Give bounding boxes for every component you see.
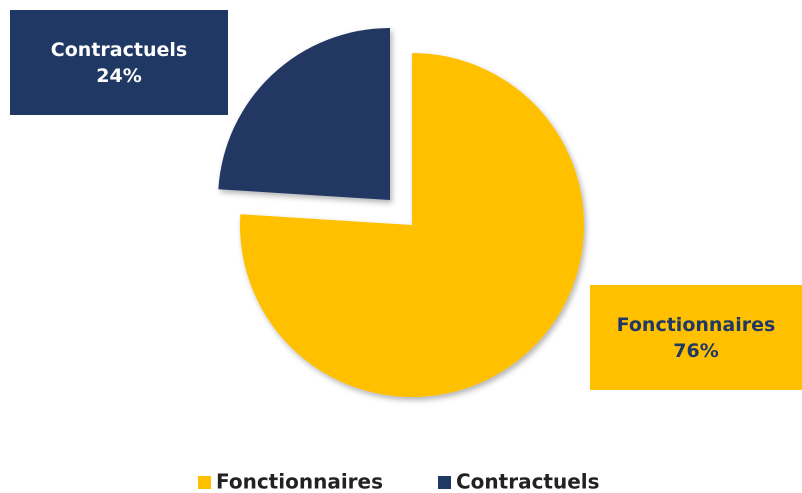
data-label-name: Fonctionnaires [617, 314, 776, 336]
legend-label: Fonctionnaires [216, 470, 383, 493]
pie-slice [239, 53, 584, 397]
pie-slice [218, 28, 390, 200]
legend-swatch [438, 476, 451, 489]
legend-swatch [198, 476, 211, 489]
data-label-value: 76% [673, 340, 718, 362]
legend-label: Contractuels [456, 470, 600, 493]
data-label-value: 24% [96, 65, 141, 87]
data-label-name: Contractuels [51, 39, 187, 61]
data-label-box [590, 285, 802, 390]
data-label-box [10, 10, 228, 115]
